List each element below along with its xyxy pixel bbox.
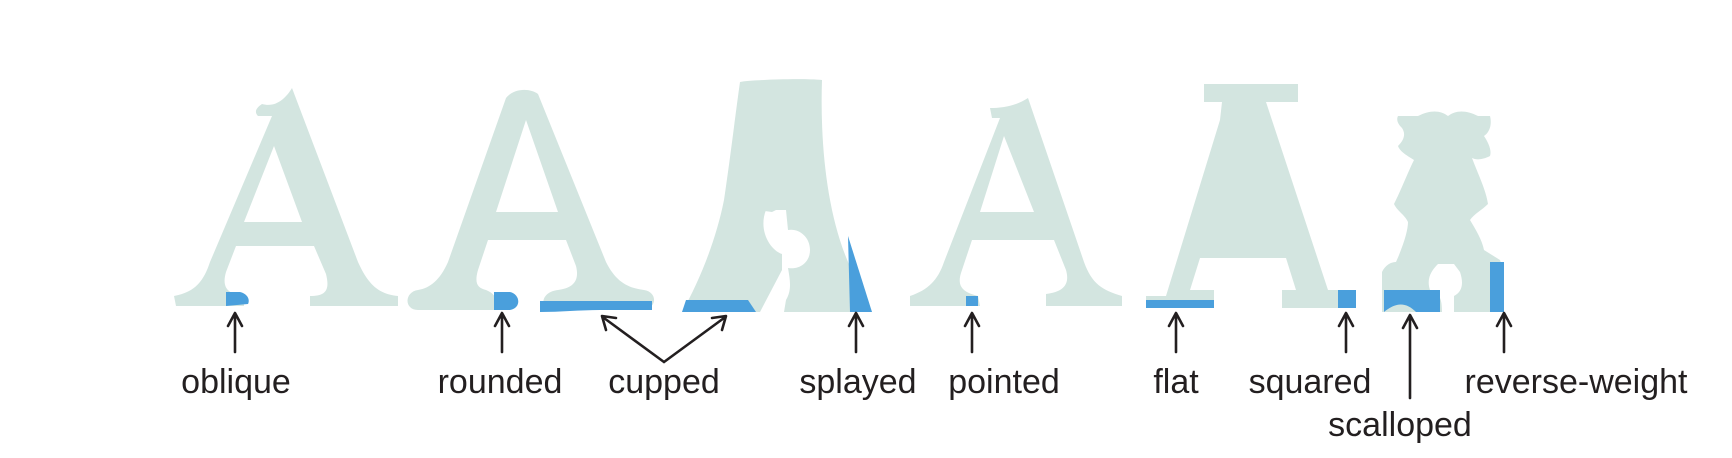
arrow-pointed bbox=[963, 311, 981, 354]
label-rounded: rounded bbox=[438, 363, 563, 401]
label-pointed: pointed bbox=[948, 363, 1060, 401]
label-oblique: oblique bbox=[181, 363, 291, 401]
label-cupped: cupped bbox=[608, 363, 720, 401]
letter-a-rounded-cupped bbox=[407, 89, 655, 312]
arrow-rounded bbox=[493, 311, 511, 354]
label-squared: squared bbox=[1249, 363, 1372, 401]
arrow-squared bbox=[1337, 311, 1355, 354]
oblique-serif-highlight bbox=[226, 292, 249, 306]
splayed-serif-highlight bbox=[848, 236, 872, 312]
arrow-cupped bbox=[600, 314, 728, 364]
pointed-serif-highlight bbox=[966, 296, 978, 306]
label-reverse-weight: reverse-weight bbox=[1465, 363, 1689, 401]
arrow-scalloped bbox=[1401, 313, 1419, 400]
labels: oblique rounded cupped splayed pointed f… bbox=[181, 363, 1688, 444]
arrow-splayed bbox=[847, 311, 865, 354]
label-scalloped: scalloped bbox=[1328, 406, 1472, 444]
letter-a-pointed bbox=[910, 98, 1122, 306]
flat-serif-highlight bbox=[1146, 300, 1214, 308]
arrow-flat bbox=[1167, 311, 1185, 354]
splayed-left-serif-highlight bbox=[682, 300, 756, 312]
arrow-oblique bbox=[226, 311, 244, 354]
rounded-serif-highlight bbox=[494, 292, 519, 310]
label-splayed: splayed bbox=[799, 363, 916, 401]
letter-a-splayed bbox=[682, 79, 872, 312]
pointer-arrows bbox=[226, 311, 1513, 400]
letter-a-oblique bbox=[174, 88, 398, 306]
label-flat: flat bbox=[1153, 363, 1199, 401]
scalloped-serif-highlight bbox=[1384, 290, 1440, 312]
arrow-reverse-weight bbox=[1495, 311, 1513, 354]
reverse-weight-serif-highlight bbox=[1490, 262, 1504, 312]
squared-serif-highlight bbox=[1338, 290, 1356, 308]
letter-a-flat-squared bbox=[1146, 84, 1356, 308]
cupped-serif-highlight bbox=[540, 301, 652, 312]
letter-a-scalloped-reverse bbox=[1382, 111, 1504, 312]
